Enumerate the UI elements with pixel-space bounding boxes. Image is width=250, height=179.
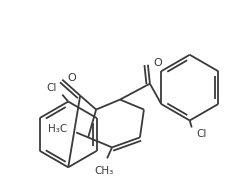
- Text: CH₃: CH₃: [94, 166, 113, 176]
- Text: O: O: [67, 73, 76, 83]
- Text: Cl: Cl: [46, 83, 56, 93]
- Text: O: O: [152, 58, 161, 68]
- Text: H₃C: H₃C: [48, 124, 67, 134]
- Text: Cl: Cl: [196, 129, 206, 139]
